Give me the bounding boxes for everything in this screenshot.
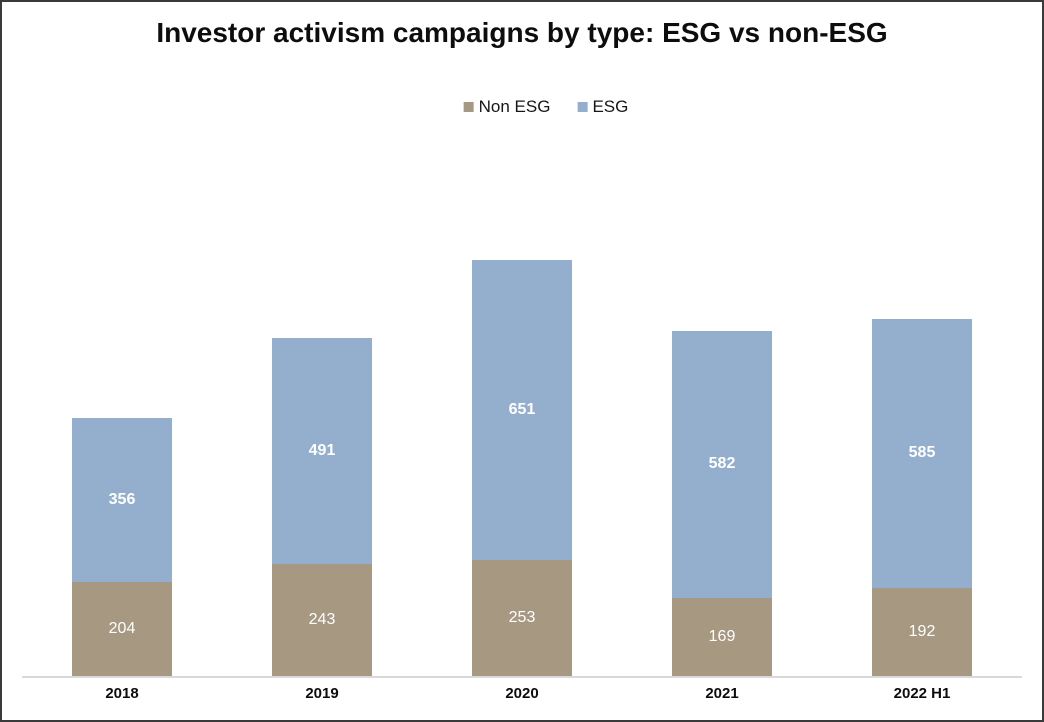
segment-esg-2020: 651 xyxy=(472,260,572,560)
bar-2022-h1: 585 192 xyxy=(872,318,972,676)
value-label-non-esg-2020: 253 xyxy=(508,608,536,626)
segment-non-esg-2018: 204 xyxy=(72,582,172,676)
value-label-esg-2020: 651 xyxy=(508,400,536,418)
bar-2020: 651 253 xyxy=(472,260,572,676)
segment-esg-2022-h1: 585 xyxy=(872,318,972,588)
chart-legend: Non ESG ESG xyxy=(463,97,628,117)
value-label-esg-2019: 491 xyxy=(308,442,336,460)
x-axis-label-2018: 2018 xyxy=(105,685,139,702)
x-axis-line xyxy=(22,676,1022,678)
segment-esg-2021: 582 xyxy=(672,330,772,599)
x-axis-label-2022-h1: 2022 H1 xyxy=(893,685,951,702)
value-label-non-esg-2022-h1: 192 xyxy=(908,622,936,640)
bar-2019: 491 243 xyxy=(272,338,372,676)
chart-title: Investor activism campaigns by type: ESG… xyxy=(156,17,888,48)
bar-2021: 582 169 xyxy=(672,330,772,676)
legend-item-esg: ESG xyxy=(577,97,628,117)
x-axis-label-2021: 2021 xyxy=(705,685,739,702)
legend-item-non-esg: Non ESG xyxy=(463,97,551,117)
segment-non-esg-2020: 253 xyxy=(472,559,572,676)
legend-swatch-non-esg xyxy=(463,102,474,112)
value-label-non-esg-2021: 169 xyxy=(708,628,736,646)
legend-label-esg: ESG xyxy=(592,97,629,116)
segment-esg-2018: 356 xyxy=(72,418,172,583)
value-label-esg-2021: 582 xyxy=(708,455,736,473)
segment-esg-2019: 491 xyxy=(272,338,372,565)
segment-non-esg-2019: 243 xyxy=(272,564,372,676)
value-label-non-esg-2018: 204 xyxy=(108,620,136,638)
segment-non-esg-2022-h1: 192 xyxy=(872,587,972,676)
legend-label-non-esg: Non ESG xyxy=(478,97,551,116)
value-label-esg-2018: 356 xyxy=(108,491,136,509)
x-axis-label-2020: 2020 xyxy=(505,685,539,702)
value-label-esg-2022-h1: 585 xyxy=(908,444,936,462)
legend-swatch-esg xyxy=(577,102,588,112)
value-label-non-esg-2019: 243 xyxy=(308,611,336,629)
x-axis-label-2019: 2019 xyxy=(305,685,339,702)
bar-2018: 356 204 xyxy=(72,418,172,676)
segment-non-esg-2021: 169 xyxy=(672,598,772,676)
